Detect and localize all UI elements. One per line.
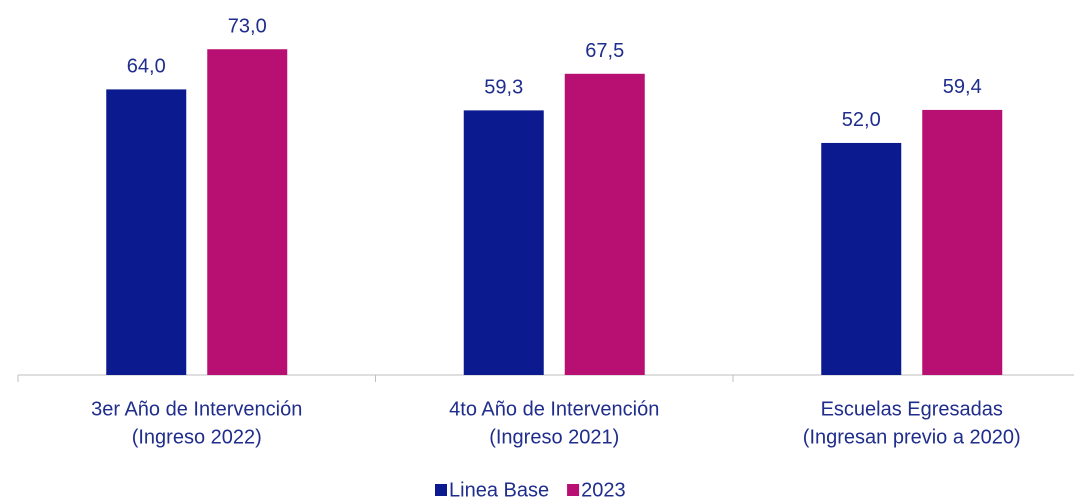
x-tick-label: 3er Año de Intervención [91, 398, 302, 420]
x-tick-label: (Ingreso 2021) [489, 426, 619, 448]
bar [564, 73, 645, 375]
data-label: 59,4 [943, 76, 982, 98]
legend-swatch [435, 484, 447, 496]
x-tick-label: 4to Año de Intervención [449, 398, 659, 420]
bar [106, 89, 187, 376]
data-label: 59,3 [484, 77, 523, 99]
data-label: 64,0 [127, 56, 166, 78]
bar [821, 142, 902, 375]
bar [463, 110, 544, 375]
x-tick-label: (Ingresan previo a 2020) [803, 426, 1021, 448]
bar [207, 49, 288, 376]
data-label: 67,5 [585, 40, 624, 62]
legend-swatch [567, 484, 580, 496]
x-tick-label: (Ingreso 2022) [132, 426, 262, 448]
bar [922, 109, 1003, 376]
legend-label: 2023 [581, 479, 626, 501]
data-label: 73,0 [228, 16, 267, 38]
data-label: 52,0 [842, 109, 881, 131]
legend-label: Linea Base [449, 479, 549, 501]
x-tick-label: Escuelas Egresadas [821, 398, 1003, 420]
